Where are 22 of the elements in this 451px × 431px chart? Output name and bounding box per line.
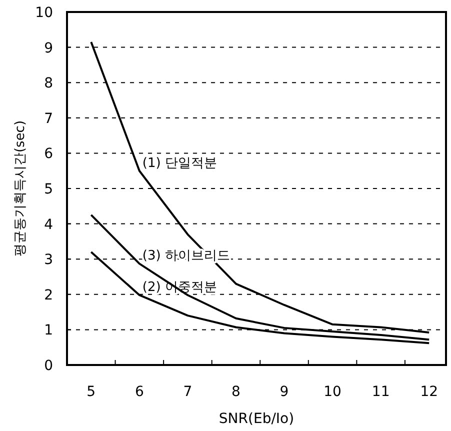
y-tick-label: 5	[44, 182, 53, 198]
y-tick-label: 1	[44, 322, 53, 339]
x-tick-label: 7	[183, 384, 192, 400]
x-tick-label: 11	[372, 384, 390, 400]
y-tick-label: 3	[44, 252, 53, 268]
x-tick-label: 12	[420, 384, 438, 400]
y-tick-label: 2	[44, 287, 53, 304]
series-label: (1) 단일적분	[142, 156, 217, 171]
x-axis-title: SNR(Eb/Io)	[218, 411, 294, 427]
x-tick-label: 5	[86, 384, 96, 400]
y-tick-label: 4	[44, 216, 54, 233]
x-tick-label: 9	[280, 384, 289, 400]
y-tick-label: 8	[44, 76, 53, 92]
y-tick-label: 7	[44, 110, 53, 127]
y-tick-label: 10	[35, 5, 53, 21]
y-tick-label: 0	[44, 358, 53, 374]
y-tick-label: 6	[44, 146, 54, 162]
x-tick-label: 10	[324, 384, 342, 400]
y-tick-label: 9	[44, 40, 53, 56]
x-tick-label: 8	[232, 384, 240, 400]
y-axis-title: 평균동기획득시간(sec)	[13, 120, 28, 257]
x-tick-label: 6	[134, 384, 144, 400]
